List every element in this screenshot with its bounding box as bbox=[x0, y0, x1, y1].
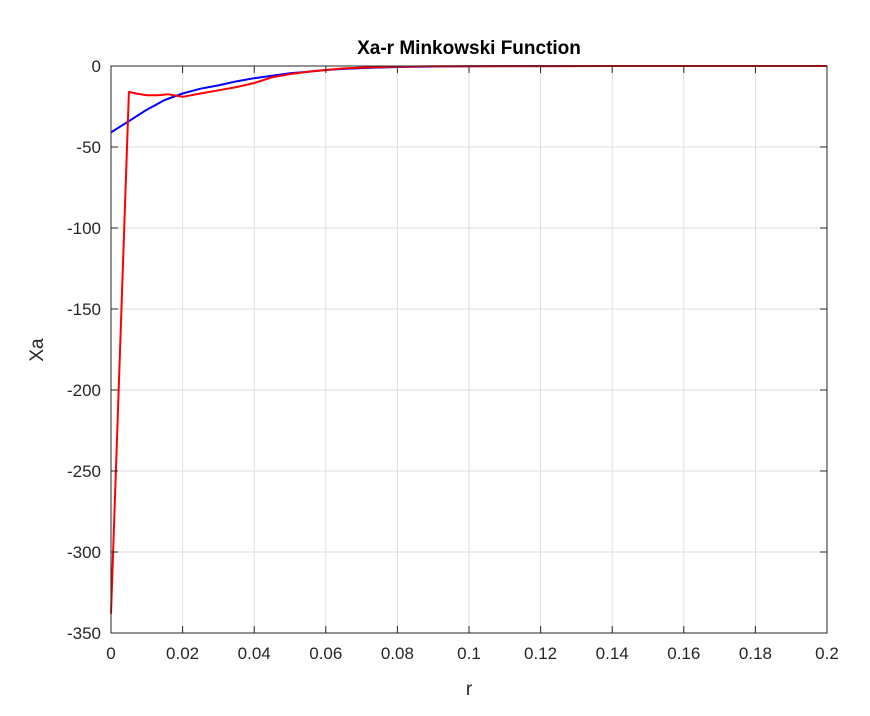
y-tick-label: -250 bbox=[67, 462, 101, 481]
x-tick-label: 0.18 bbox=[739, 644, 772, 663]
y-axis-label: Xa bbox=[27, 338, 48, 362]
x-tick-label: 0.2 bbox=[815, 644, 839, 663]
x-tick-label: 0.04 bbox=[238, 644, 271, 663]
x-tick-label: 0.16 bbox=[667, 644, 700, 663]
y-tick-label: -200 bbox=[67, 381, 101, 400]
y-tick-label: -350 bbox=[67, 624, 101, 643]
x-tick-label: 0.14 bbox=[596, 644, 629, 663]
x-axis-label: r bbox=[466, 679, 473, 700]
x-tick-label: 0.1 bbox=[457, 644, 481, 663]
x-tick-label: 0.12 bbox=[524, 644, 557, 663]
chart-title: Xa-r Minkowski Function bbox=[357, 38, 581, 59]
y-tick-label: -50 bbox=[76, 138, 101, 157]
x-tick-label: 0.06 bbox=[309, 644, 342, 663]
x-tick-label: 0.08 bbox=[381, 644, 414, 663]
y-tick-label: 0 bbox=[92, 57, 101, 76]
x-tick-label: 0 bbox=[106, 644, 115, 663]
y-tick-label: -100 bbox=[67, 219, 101, 238]
y-tick-label: -150 bbox=[67, 300, 101, 319]
grid bbox=[111, 66, 827, 633]
x-tick-label: 0.02 bbox=[166, 644, 199, 663]
y-tick-label: -300 bbox=[67, 543, 101, 562]
ticks: 0 0.02 0.04 0.06 0.08 0.1 0.12 0.14 0.16 0.18 0.2 0… bbox=[67, 57, 839, 663]
